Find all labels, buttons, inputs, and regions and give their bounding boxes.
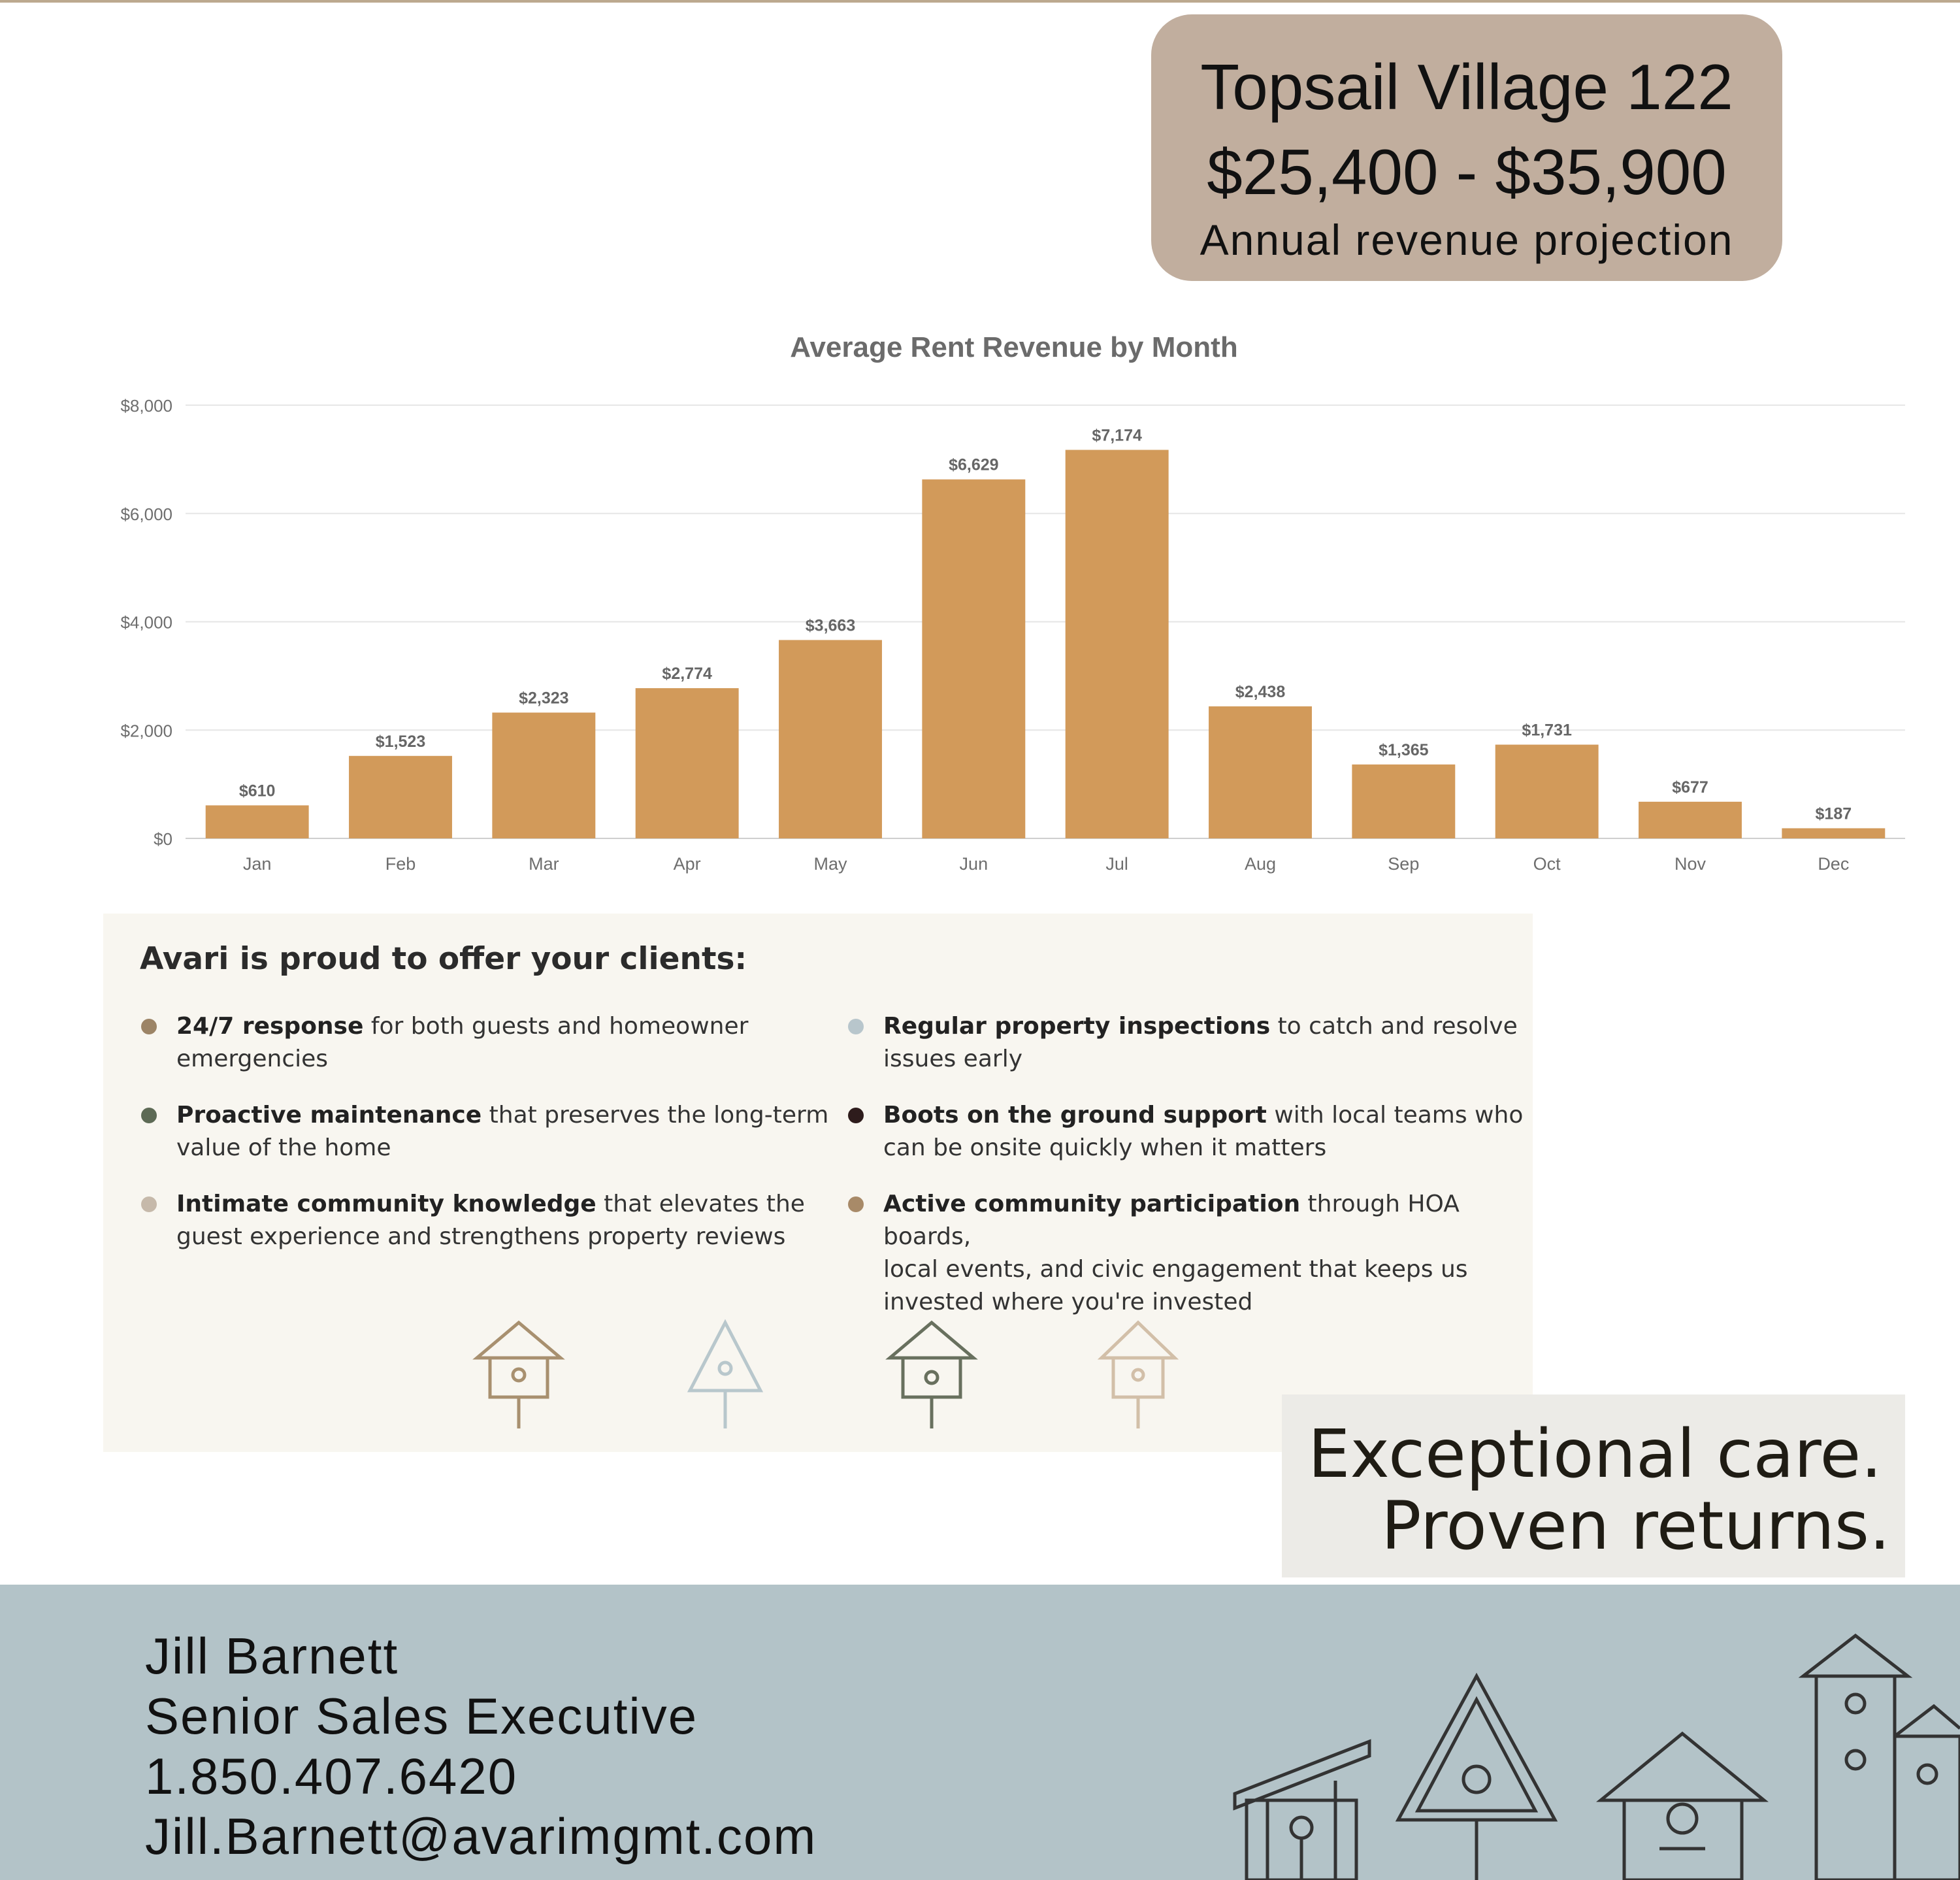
chart-bars bbox=[205, 450, 1886, 838]
birdhouse-icon bbox=[1233, 1739, 1371, 1880]
offer-item-response: 24/7 response for both guests and homeow… bbox=[141, 1010, 830, 1076]
offer-item-maintenance: Proactive maintenance that preserves the… bbox=[141, 1099, 830, 1164]
birdhouse-icon bbox=[885, 1320, 978, 1428]
bar-sep bbox=[1352, 764, 1456, 838]
x-tick-label: Jul bbox=[1105, 854, 1128, 874]
chart-grid: $0 $2,000 $4,000 $6,000 $8,000 bbox=[120, 396, 1905, 849]
birdhouse-icon bbox=[472, 1320, 565, 1428]
birdhouse-icon bbox=[687, 1319, 764, 1428]
x-tick-label: Dec bbox=[1818, 854, 1849, 874]
offer-item-knowledge: Intimate community knowledge that elevat… bbox=[141, 1188, 830, 1253]
bar-feb bbox=[349, 755, 452, 838]
bullet-dot bbox=[848, 1108, 864, 1123]
birdhouse-icon bbox=[1798, 1633, 1960, 1880]
revenue-bar-chart: Average Rent Revenue by Month $0 $2,000 $4… bbox=[120, 331, 1905, 874]
x-tick-label: Jun bbox=[960, 854, 988, 874]
slogan-line-2: Proven returns. bbox=[1381, 1487, 1891, 1565]
data-label: $6,629 bbox=[949, 456, 998, 474]
bar-dec bbox=[1782, 828, 1886, 838]
offer-heading: Avari is proud to offer your clients: bbox=[140, 941, 747, 977]
data-label: $187 bbox=[1816, 805, 1852, 823]
bar-nov bbox=[1639, 801, 1742, 838]
y-tick-label: $8,000 bbox=[120, 396, 172, 416]
data-label: $1,731 bbox=[1522, 721, 1572, 740]
x-tick-label: May bbox=[813, 854, 847, 874]
data-label: $677 bbox=[1672, 778, 1708, 797]
x-tick-label: Oct bbox=[1533, 854, 1561, 874]
y-tick-label: $2,000 bbox=[120, 721, 172, 740]
x-tick-label: Jan bbox=[243, 854, 272, 874]
revenue-badge: Topsail Village 122 $25,400 - $35,900 An… bbox=[1151, 14, 1782, 281]
data-label: $3,663 bbox=[806, 616, 855, 635]
chart-data-labels: $610 $1,523 $2,323 $2,774 $3,663 $6,629 $7,174… bbox=[239, 426, 1852, 823]
contact-title: Senior Sales Executive bbox=[145, 1687, 698, 1745]
y-tick-label: $4,000 bbox=[120, 613, 172, 633]
slogan-line-1: Exceptional care. bbox=[1308, 1415, 1882, 1493]
bar-may bbox=[779, 640, 882, 838]
contact-phone: 1.850.407.6420 bbox=[145, 1747, 518, 1805]
chart-x-axis: Jan Feb Mar Apr May Jun Jul Aug Sep Oct Nov Dec bbox=[243, 854, 1849, 874]
data-label: $2,438 bbox=[1235, 683, 1286, 701]
offer-item-community: Active community participation through H… bbox=[848, 1188, 1537, 1319]
x-tick-label: Feb bbox=[385, 854, 416, 874]
data-label: $610 bbox=[239, 782, 276, 800]
data-label: $7,174 bbox=[1092, 426, 1142, 444]
birdhouse-icons bbox=[472, 1319, 1179, 1428]
bullet-dot bbox=[848, 1019, 864, 1034]
birdhouse-icon bbox=[1395, 1672, 1558, 1880]
x-tick-label: Apr bbox=[674, 854, 701, 874]
bar-jan bbox=[205, 805, 309, 838]
bar-apr bbox=[635, 688, 739, 838]
bar-jul bbox=[1065, 450, 1169, 838]
x-tick-label: Mar bbox=[529, 854, 559, 874]
property-name: Topsail Village 122 bbox=[1200, 51, 1733, 123]
bullet-dot bbox=[848, 1196, 864, 1212]
revenue-subtitle: Annual revenue projection bbox=[1200, 216, 1734, 264]
data-label: $1,523 bbox=[376, 733, 425, 751]
offer-panel: Avari is proud to offer your clients: 24… bbox=[103, 914, 1533, 1452]
top-border bbox=[0, 0, 1960, 3]
y-tick-label: $0 bbox=[154, 829, 172, 849]
contact-footer: Jill Barnett Senior Sales Executive 1.85… bbox=[0, 1585, 1960, 1880]
x-tick-label: Nov bbox=[1674, 854, 1707, 874]
data-label: $2,774 bbox=[662, 665, 712, 683]
bar-jun bbox=[922, 479, 1026, 838]
bar-aug bbox=[1209, 706, 1312, 838]
bullet-dot bbox=[141, 1019, 157, 1034]
x-tick-label: Sep bbox=[1388, 854, 1419, 874]
offer-item-support: Boots on the ground support with local t… bbox=[848, 1099, 1537, 1164]
birdhouse-icon bbox=[1595, 1731, 1769, 1880]
offer-item-inspections: Regular property inspections to catch an… bbox=[848, 1010, 1537, 1076]
data-label: $2,323 bbox=[519, 689, 568, 707]
contact-name: Jill Barnett bbox=[145, 1627, 399, 1685]
chart-title: Average Rent Revenue by Month bbox=[790, 331, 1237, 363]
bar-mar bbox=[492, 712, 596, 838]
revenue-range: $25,400 - $35,900 bbox=[1207, 136, 1727, 208]
bar-oct bbox=[1495, 744, 1599, 838]
bullet-dot bbox=[141, 1196, 157, 1212]
y-tick-label: $6,000 bbox=[120, 504, 172, 524]
contact-email[interactable]: Jill.Barnett@avarimgmt.com bbox=[145, 1807, 817, 1865]
bullet-dot bbox=[141, 1108, 157, 1123]
birdhouse-illustration bbox=[1233, 1633, 1960, 1880]
birdhouse-icon bbox=[1097, 1320, 1179, 1428]
data-label: $1,365 bbox=[1379, 741, 1429, 759]
slogan-box: Exceptional care. Proven returns. bbox=[1282, 1394, 1905, 1577]
x-tick-label: Aug bbox=[1245, 854, 1276, 874]
